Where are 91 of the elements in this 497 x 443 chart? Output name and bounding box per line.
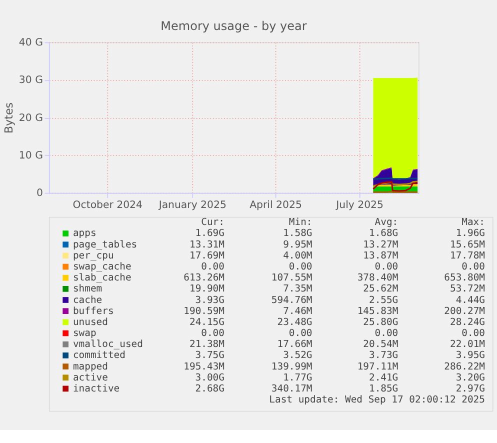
text: 17.78M xyxy=(450,250,486,262)
text: 2.97G xyxy=(456,383,486,394)
legend-label: apps xyxy=(72,228,96,240)
text: Max: xyxy=(462,217,485,228)
x-tick-label: April 2025 xyxy=(250,200,302,212)
text: 23.48G xyxy=(277,316,312,328)
text: Avg: xyxy=(374,217,398,228)
text: 22.01M xyxy=(450,339,486,350)
text: 3.00G xyxy=(195,372,225,384)
text: 1.85G xyxy=(368,383,398,394)
text: 1.96G xyxy=(456,228,486,240)
text: 3.52G xyxy=(283,350,312,362)
legend-label: per_cpu xyxy=(72,250,114,262)
text: 13.87M xyxy=(363,250,398,262)
text: 25.80G xyxy=(363,316,398,328)
text: 1.68G xyxy=(368,228,398,240)
text: 190.59M xyxy=(184,306,225,317)
chart-title: Memory usage - by year xyxy=(160,19,307,34)
y-tick-label: 0 xyxy=(36,188,43,200)
text: 2.41G xyxy=(368,372,398,384)
text: 24.15G xyxy=(189,316,225,328)
y-tick-label: 30 G xyxy=(18,75,44,86)
text: 107.55M xyxy=(271,272,312,284)
text: 378.40M xyxy=(357,272,398,284)
legend-label: unused xyxy=(72,316,108,328)
text: 19.90M xyxy=(189,284,225,295)
text: 7.35M xyxy=(283,284,312,295)
legend-label: mapped xyxy=(72,361,108,372)
text: 17.66M xyxy=(277,339,312,350)
legend-label: buffers xyxy=(72,306,114,317)
text: 20.54M xyxy=(363,339,398,350)
text: 139.99M xyxy=(271,361,312,372)
y-tick-label: 20 G xyxy=(18,112,44,124)
text: 4.44G xyxy=(456,294,486,306)
text: 3.75G xyxy=(195,350,225,362)
text: 13.31M xyxy=(189,239,225,250)
text: 25.62M xyxy=(363,284,398,295)
text: Cur: xyxy=(201,217,224,228)
legend-label: swap xyxy=(72,328,96,340)
text: 0.00 xyxy=(201,328,225,340)
text: 21.38M xyxy=(189,339,225,350)
text: 613.26M xyxy=(184,272,225,284)
text: 653.80M xyxy=(444,272,486,284)
text: 7.46M xyxy=(283,306,312,317)
text: 28.24G xyxy=(450,316,486,328)
text: 3.73G xyxy=(368,350,398,362)
text: 0.00 xyxy=(462,328,486,340)
legend-label: committed xyxy=(72,350,126,362)
text: 0.00 xyxy=(288,328,312,340)
text: 0.00 xyxy=(374,328,398,340)
text: 286.22M xyxy=(444,361,486,372)
legend-label: swap_cache xyxy=(72,262,132,273)
text: 0.00 xyxy=(374,262,398,273)
text: 200.27M xyxy=(444,306,486,317)
text: 340.17M xyxy=(271,383,312,394)
text: 0.00 xyxy=(288,262,312,273)
text: 0.00 xyxy=(201,262,225,273)
text: 1.77G xyxy=(283,372,312,384)
text: Min: xyxy=(288,217,312,228)
text: 2.68G xyxy=(195,383,225,394)
legend-label: cache xyxy=(72,294,102,306)
text: 3.95G xyxy=(456,350,486,362)
text: 9.95M xyxy=(283,239,312,250)
text: 1.69G xyxy=(195,228,225,240)
y-tick-label: 40 G xyxy=(18,37,44,48)
text: 4.00M xyxy=(283,250,312,262)
legend-label: vmalloc_used xyxy=(72,339,143,350)
text: 15.65M xyxy=(450,239,486,250)
text: 3.93G xyxy=(195,294,225,306)
legend-label: page_tables xyxy=(72,239,138,250)
text: 197.11M xyxy=(357,361,398,372)
text: 0.00 xyxy=(462,262,486,273)
text: 2.55G xyxy=(368,294,398,306)
text: 145.83M xyxy=(357,306,398,317)
text: 17.69M xyxy=(189,250,225,262)
text: 53.72M xyxy=(450,284,486,295)
text: 195.43M xyxy=(184,361,225,372)
x-tick-label: October 2024 xyxy=(72,200,142,212)
y-tick-label: 10 G xyxy=(18,150,44,162)
legend-label: slab_cache xyxy=(72,272,132,284)
legend-label: inactive xyxy=(72,383,120,394)
text: Last update: Wed Sep 17 02:00:12 2025 xyxy=(269,394,486,406)
legend-label: shmem xyxy=(72,284,102,295)
x-tick-label: July 2025 xyxy=(335,200,384,212)
text: 13.27M xyxy=(363,239,398,250)
text: 1.58G xyxy=(283,228,312,240)
x-tick-label: January 2025 xyxy=(158,200,226,212)
legend-label: active xyxy=(72,372,108,384)
text: 3.20G xyxy=(456,372,486,384)
text: 594.76M xyxy=(271,294,312,306)
y-axis-title: Bytes xyxy=(2,102,16,134)
